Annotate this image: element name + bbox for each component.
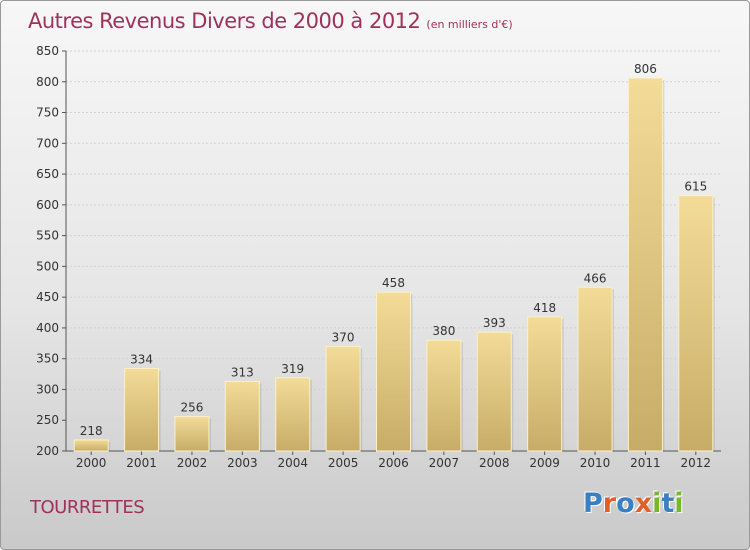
bar [527, 316, 563, 452]
labels: 200 250 300 350 400 450 500 550 600 650 700 750 800 8… [36, 44, 711, 470]
data-label: 334 [130, 353, 153, 367]
x-tick-label: 2008 [479, 456, 510, 470]
logo-letter: r [602, 488, 617, 519]
chart-title-main: Autres Revenus Divers de 2000 à 2012 [28, 9, 421, 33]
data-label: 458 [382, 276, 405, 290]
bar [577, 286, 613, 452]
x-tick-label: 2004 [277, 456, 308, 470]
bar [174, 416, 210, 452]
bar [124, 368, 160, 452]
bar [73, 439, 109, 452]
bar [476, 331, 512, 452]
y-tick-label: 400 [36, 321, 59, 335]
location-label: TOURRETTES [30, 497, 145, 518]
chart-title-unit: (en milliers d'€) [426, 18, 513, 31]
logo-letter: i [652, 488, 662, 519]
bar [426, 339, 462, 452]
logo-letter: P [583, 488, 603, 519]
y-tick-label: 650 [36, 167, 59, 181]
bar [224, 380, 260, 452]
x-tick-label: 2011 [630, 456, 661, 470]
data-label: 615 [684, 180, 707, 194]
proxiti-logo[interactable]: Proxiti [583, 488, 684, 519]
x-tick-label: 2000 [76, 456, 107, 470]
bar [627, 77, 663, 452]
data-label: 218 [80, 424, 103, 438]
chart-title: Autres Revenus Divers de 2000 à 2012 (en … [28, 9, 513, 33]
x-tick-label: 2012 [681, 456, 712, 470]
y-tick-label: 750 [36, 106, 59, 120]
y-tick-label: 200 [36, 444, 59, 458]
y-tick-label: 250 [36, 413, 59, 427]
data-label: 393 [483, 316, 506, 330]
bar [275, 377, 311, 452]
data-label: 466 [584, 271, 607, 285]
x-tick-label: 2010 [580, 456, 611, 470]
data-label: 313 [231, 365, 254, 379]
data-label: 256 [181, 401, 204, 415]
logo-letter: t [661, 488, 675, 519]
x-tick-label: 2002 [177, 456, 208, 470]
data-label: 418 [533, 301, 556, 315]
y-tick-label: 600 [36, 198, 59, 212]
logo-letter: x [634, 488, 653, 519]
bar [325, 345, 361, 452]
logo-letter: i [674, 488, 684, 519]
y-tick-label: 700 [36, 136, 59, 150]
logo-letter: o [616, 488, 635, 519]
data-label: 319 [281, 362, 304, 376]
bar [678, 195, 714, 452]
y-tick-label: 800 [36, 75, 59, 89]
data-label: 380 [432, 324, 455, 338]
y-tick-label: 500 [36, 259, 59, 273]
x-tick-label: 2007 [429, 456, 460, 470]
y-tick-label: 850 [36, 44, 59, 58]
y-tick-label: 350 [36, 352, 59, 366]
bar [376, 291, 411, 452]
bars [73, 77, 715, 452]
y-tick-label: 300 [36, 382, 59, 396]
y-tick-label: 450 [36, 290, 59, 304]
data-label: 806 [634, 62, 657, 76]
data-label: 370 [332, 330, 355, 344]
x-tick-label: 2003 [227, 456, 258, 470]
x-tick-label: 2001 [126, 456, 157, 470]
x-tick-label: 2009 [529, 456, 560, 470]
x-tick-label: 2005 [328, 456, 359, 470]
y-tick-label: 550 [36, 229, 59, 243]
x-tick-label: 2006 [378, 456, 409, 470]
